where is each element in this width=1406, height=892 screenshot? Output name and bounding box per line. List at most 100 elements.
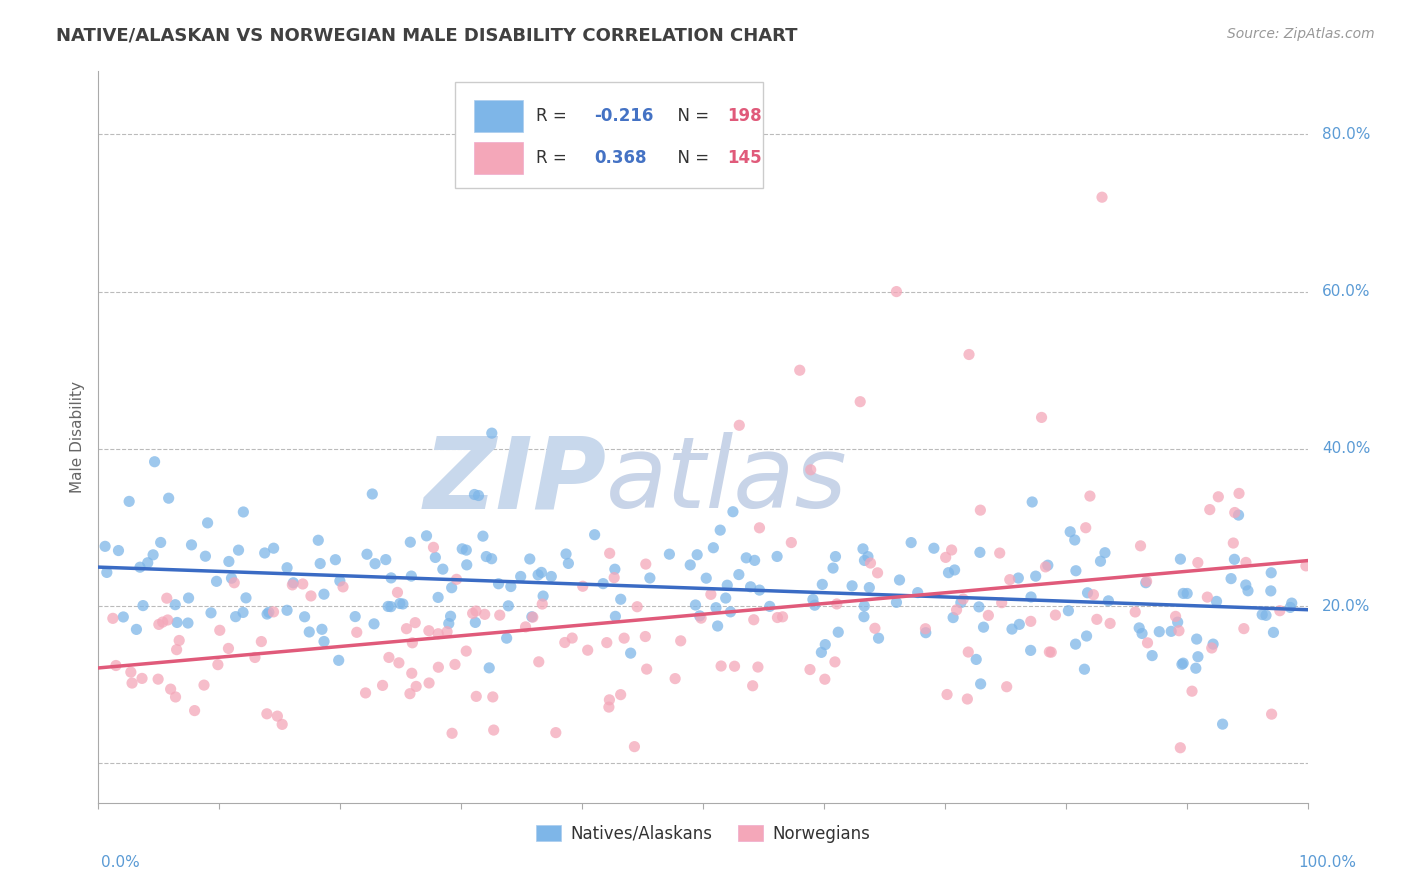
Point [990,596,1012,610]
Point [399,535,422,549]
Point [561,631,583,645]
Point [1181,684,1204,698]
Point [841,579,863,593]
Point [689,608,711,623]
Point [598,693,620,707]
Point [810,645,832,659]
Point [456,644,478,658]
Point [197,516,219,530]
Point [165,690,187,704]
Point [1057,604,1080,618]
Point [131,672,153,686]
Point [253,546,276,560]
Point [1212,717,1234,731]
Point [1031,410,1053,425]
Text: 145: 145 [727,149,762,167]
Point [1128,621,1150,635]
Point [207,657,229,672]
Point [346,625,368,640]
Point [685,598,707,612]
Point [941,543,963,558]
Legend: Natives/Alaskans, Norwegians: Natives/Alaskans, Norwegians [529,818,877,849]
Point [488,576,510,591]
Point [418,676,440,690]
Point [436,624,458,639]
Point [294,609,316,624]
Point [499,580,522,594]
Point [799,663,821,677]
Point [1170,552,1192,566]
FancyBboxPatch shape [456,82,763,188]
Point [118,494,141,508]
Point [446,572,468,586]
Text: 80.0%: 80.0% [1322,127,1371,142]
Point [603,562,626,576]
Point [969,545,991,559]
Point [709,523,731,537]
Point [748,521,770,535]
Point [271,717,294,731]
Point [695,571,717,585]
Y-axis label: Male Disability: Male Disability [69,381,84,493]
Point [1208,490,1230,504]
Point [94,539,117,553]
Point [125,623,148,637]
Point [742,613,765,627]
Point [849,394,872,409]
Point [256,607,278,621]
Point [1187,649,1209,664]
Point [583,527,606,541]
Point [531,589,554,603]
Point [969,677,991,691]
Point [634,630,657,644]
Point [1091,190,1114,204]
Point [1130,626,1153,640]
Text: R =: R = [536,149,572,167]
Point [949,596,972,610]
Point [1025,569,1047,583]
Point [112,610,135,624]
Point [177,615,200,630]
Point [1076,586,1098,600]
Point [914,622,936,636]
Point [690,611,713,625]
Point [148,617,170,632]
Point [821,561,844,575]
Point [217,641,239,656]
Point [1035,560,1057,574]
Point [956,692,979,706]
Point [1260,566,1282,580]
Point [740,580,762,594]
Point [364,557,387,571]
Point [1036,558,1059,573]
Text: 100.0%: 100.0% [1299,855,1357,870]
Point [824,655,846,669]
Point [309,557,332,571]
Point [235,591,257,605]
Point [481,690,503,704]
Point [481,551,503,566]
Point [515,620,537,634]
Point [1234,578,1257,592]
Point [399,687,422,701]
Point [1063,533,1085,547]
Point [104,658,127,673]
Point [1205,594,1227,608]
Point [965,652,987,666]
Point [1064,637,1087,651]
Point [907,585,929,599]
Point [977,608,1000,623]
Point [592,576,614,591]
Point [218,554,240,568]
Point [1019,643,1042,657]
Point [427,591,450,605]
Point [378,650,401,665]
Point [1135,575,1157,590]
Point [1223,506,1246,520]
Point [814,672,837,686]
Point [475,549,498,564]
Point [465,604,488,618]
Point [129,560,152,574]
Point [166,615,188,630]
Point [464,615,486,630]
